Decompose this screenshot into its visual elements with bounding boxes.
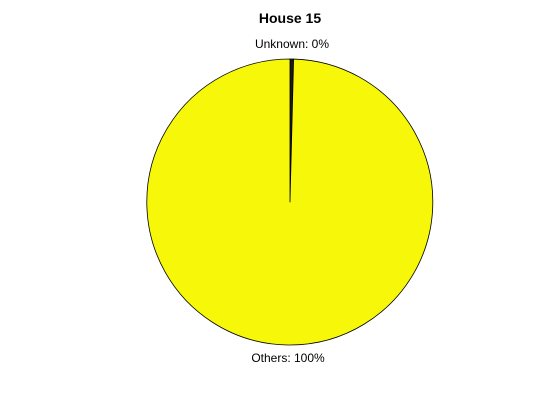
chart-title: House 15 xyxy=(259,10,321,26)
slice-label-0: Unknown: 0% xyxy=(255,37,329,51)
pie-slices xyxy=(146,58,434,346)
pie-labels: Unknown: 0% Others: 100% xyxy=(251,37,329,365)
pie-slice-1 xyxy=(146,58,434,346)
slice-label-1: Others: 100% xyxy=(251,351,325,365)
